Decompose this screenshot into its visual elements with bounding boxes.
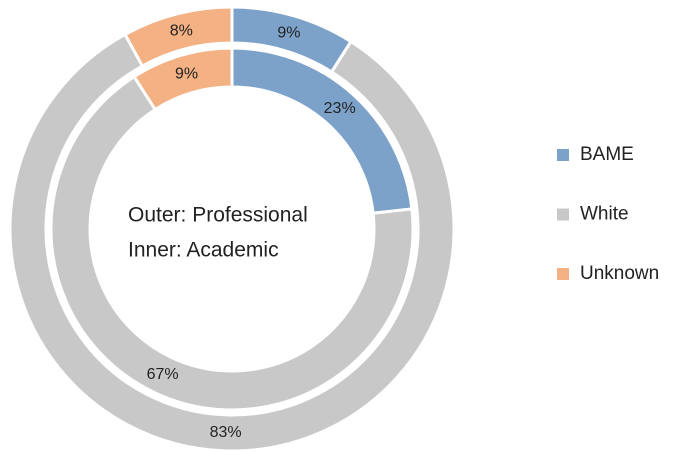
slice [132,46,234,112]
data-label: 67% [147,366,179,383]
legend-label: White [580,204,629,225]
slice [8,32,456,452]
annotation: Outer: Professional [128,204,308,227]
slice [123,5,234,69]
legend-label: Unknown [580,263,659,284]
legend-swatch [557,268,569,280]
data-label: 9% [277,24,300,41]
data-label: 8% [170,23,193,40]
data-label: 23% [324,100,356,117]
legend-swatch [557,149,569,161]
data-label: 9% [175,65,198,82]
annotation: Inner: Academic [128,239,279,262]
data-label: 83% [210,424,242,441]
legend-label: BAME [580,144,634,165]
slice [49,74,415,412]
legend-swatch [557,208,569,221]
